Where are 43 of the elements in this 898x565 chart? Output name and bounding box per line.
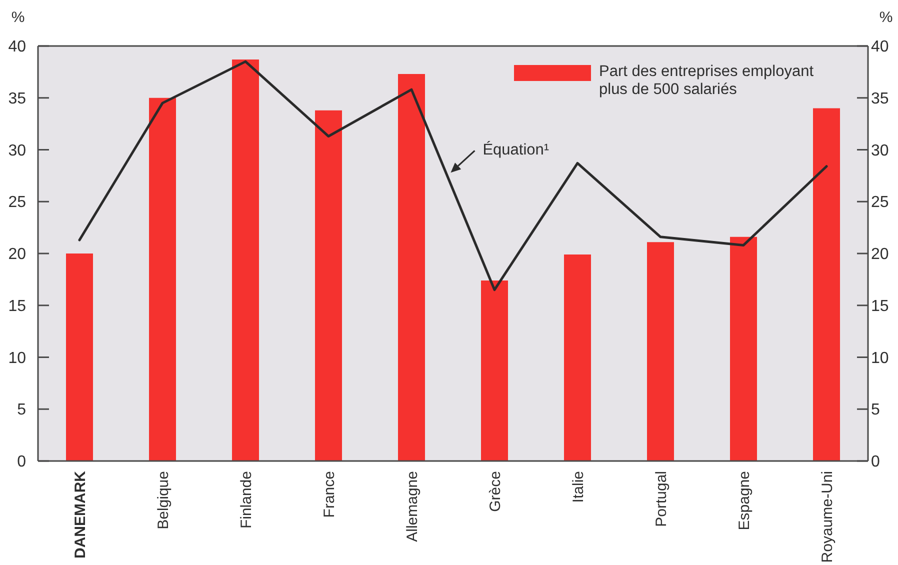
x-tick-label: DANEMARK bbox=[72, 470, 89, 558]
y2-tick-label: 35 bbox=[871, 90, 889, 108]
y2-tick-label: 20 bbox=[871, 246, 889, 264]
y-tick-label: 20 bbox=[8, 246, 26, 264]
y2-axis-title: % bbox=[879, 9, 893, 26]
y2-tick-label: 25 bbox=[871, 194, 889, 212]
legend-label: Équation¹ bbox=[482, 140, 550, 159]
line-series bbox=[78, 60, 828, 292]
y-tick-label: 30 bbox=[8, 142, 26, 160]
x-tick-label: Finlande bbox=[238, 471, 255, 529]
y2-tick-label: 10 bbox=[871, 350, 889, 367]
y-tick-label: 0 bbox=[17, 454, 26, 471]
bar bbox=[481, 280, 508, 461]
bar bbox=[647, 242, 674, 461]
y2-tick-label: 15 bbox=[871, 298, 889, 315]
y-tick-label: 40 bbox=[8, 38, 26, 56]
y2-tick-label: 40 bbox=[871, 38, 889, 56]
y2-tick-label: 0 bbox=[871, 454, 880, 471]
x-tick-label: Portugal bbox=[652, 471, 670, 527]
legend-label: Part des entreprises employant plus de 500 salariés bbox=[599, 63, 815, 99]
bar bbox=[730, 236, 757, 461]
x-tick-label: France bbox=[320, 471, 338, 518]
y-axis-title: % bbox=[11, 9, 25, 26]
y-tick-label: 10 bbox=[8, 350, 26, 367]
x-tick-label: Espagne bbox=[736, 471, 753, 530]
y-tick-label: 15 bbox=[8, 298, 26, 315]
x-tick-label: Allemagne bbox=[404, 471, 421, 542]
y-tick-label: 5 bbox=[17, 402, 26, 419]
y-tick-label: 35 bbox=[8, 90, 26, 108]
bar bbox=[564, 254, 591, 461]
y-tick-label: 25 bbox=[8, 194, 26, 212]
y2-tick-label: 30 bbox=[871, 142, 889, 160]
y2-tick-label: 5 bbox=[871, 402, 880, 419]
bar bbox=[66, 254, 93, 461]
x-tick-label: Grèce bbox=[486, 471, 504, 512]
bar bbox=[149, 98, 176, 461]
bar bbox=[398, 74, 425, 461]
bar bbox=[315, 110, 342, 461]
x-tick-label: Royaume-Uni bbox=[818, 471, 836, 563]
x-tick-label: Belgique bbox=[154, 471, 172, 530]
bar bbox=[232, 59, 259, 461]
bar bbox=[813, 108, 840, 461]
x-tick-label: Italie bbox=[570, 471, 587, 503]
